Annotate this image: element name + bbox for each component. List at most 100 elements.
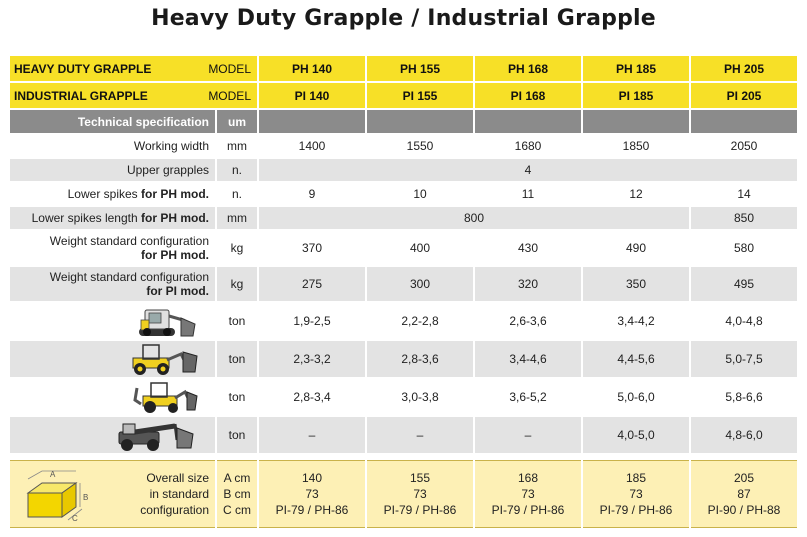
dim-a: 155 (409, 471, 431, 485)
overall-values: 140 73 PI-79 / PH-86 (259, 460, 365, 528)
cell-value: 2,8-3,6 (367, 341, 473, 377)
model-cell: PI 185 (583, 83, 689, 108)
overall-size-table: A B C Overall size in standard configura… (8, 460, 799, 528)
row-um: ton (217, 417, 257, 453)
model-cell: PH 155 (367, 56, 473, 81)
dim-c: PI-79 / PH-86 (383, 503, 457, 517)
box-label-c: C (72, 514, 78, 523)
cell-value: 1,9-2,5 (259, 303, 365, 339)
row-label: Weight standard configuration for PH mod. (10, 231, 215, 265)
telehandler-icon (118, 423, 194, 451)
cell-value: 9 (259, 183, 365, 205)
cell-value: 3,4-4,6 (475, 341, 581, 377)
row-label-bold: for PH mod. (141, 248, 209, 262)
um-line: B cm (223, 487, 251, 501)
cell-value: 4,8-6,0 (691, 417, 797, 453)
cell-value: 300 (367, 267, 473, 301)
row-um: mm (217, 207, 257, 229)
cell-value: 275 (259, 267, 365, 301)
row-label-text: Weight standard configuration (49, 234, 209, 248)
dim-b: 87 (737, 487, 751, 501)
cell-value: 580 (691, 231, 797, 265)
overall-size-label: A B C Overall size in standard configura… (10, 460, 215, 528)
dim-a: 168 (517, 471, 539, 485)
um-line: C cm (223, 503, 251, 517)
row-um: kg (217, 231, 257, 265)
cell-value: 4 (259, 159, 797, 181)
dim-b: 73 (305, 487, 319, 501)
cell-value: 4,4-5,6 (583, 341, 689, 377)
cell-value: 850 (691, 207, 797, 229)
cell-value: 800 (259, 207, 689, 229)
model-cell: PI 168 (475, 83, 581, 108)
cell-value: 5,0-6,0 (583, 379, 689, 415)
row-vehicle-skid-steer: ton 1,9-2,5 2,2-2,8 2,6-3,6 3,4-4,2 4,0-… (10, 303, 797, 339)
dim-c: PI-79 / PH-86 (491, 503, 565, 517)
cell-value: 490 (583, 231, 689, 265)
row-vehicle-backhoe: ton 2,8-3,4 3,0-3,8 3,6-5,2 5,0-6,0 5,8-… (10, 379, 797, 415)
cell-value: 3,6-5,2 (475, 379, 581, 415)
overall-values: 205 87 PI-90 / PH-88 (691, 460, 797, 528)
box-label-a: A (50, 470, 56, 479)
cell-value: 2,8-3,4 (259, 379, 365, 415)
overall-size-row: A B C Overall size in standard configura… (10, 460, 797, 528)
row-label: Lower spikes for PH mod. (10, 183, 215, 205)
row-um: ton (217, 379, 257, 415)
model-label: MODEL (208, 61, 251, 76)
cell-value: 495 (691, 267, 797, 301)
cell-value: 2,6-3,6 (475, 303, 581, 339)
row-label: Lower spikes length for PH mod. (10, 207, 215, 229)
box-label-b: B (83, 493, 88, 502)
cell-value: 350 (583, 267, 689, 301)
cell-value: 14 (691, 183, 797, 205)
model-cell: PH 168 (475, 56, 581, 81)
cell-value: – (259, 417, 365, 453)
model-cell: PH 140 (259, 56, 365, 81)
cell-value: 1680 (475, 135, 581, 157)
row-label: Working width (10, 135, 215, 157)
row-upper-grapples: Upper grapples n. 4 (10, 159, 797, 181)
dim-b: 73 (629, 487, 643, 501)
cell-value: 1550 (367, 135, 473, 157)
row-label-text: Lower spikes (67, 187, 141, 201)
page-title: Heavy Duty Grapple / Industrial Grapple (151, 6, 656, 31)
header-label: INDUSTRIAL GRAPPLE MODEL (10, 83, 257, 108)
header-label: HEAVY DUTY GRAPPLE MODEL (10, 56, 257, 81)
row-um: kg (217, 267, 257, 301)
spec-header-label: Technical specification (10, 110, 215, 133)
row-um: ton (217, 303, 257, 339)
dim-a: 140 (301, 471, 323, 485)
row-weight-pi: Weight standard configuration for PI mod.… (10, 267, 797, 301)
cell-value: 12 (583, 183, 689, 205)
header-row-heavy-duty: HEAVY DUTY GRAPPLE MODEL PH 140 PH 155 PH… (10, 56, 797, 81)
wheel-loader-icon (132, 344, 198, 375)
grapple-name: INDUSTRIAL GRAPPLE (14, 88, 148, 103)
cell-value: 4,0-4,8 (691, 303, 797, 339)
cell-value: 4,0-5,0 (583, 417, 689, 453)
overall-label-line: configuration (140, 503, 209, 517)
cell-value: 10 (367, 183, 473, 205)
model-cell: PI 205 (691, 83, 797, 108)
dim-a: 185 (625, 471, 647, 485)
row-working-width: Working width mm 1400 1550 1680 1850 205… (10, 135, 797, 157)
row-lower-spikes: Lower spikes for PH mod. n. 9 10 11 12 1… (10, 183, 797, 205)
row-label: Upper grapples (10, 159, 215, 181)
spec-header-row: Technical specification um (10, 110, 797, 133)
cell-value: 5,8-6,6 (691, 379, 797, 415)
overall-label-line: Overall size (146, 471, 209, 485)
row-label: Weight standard configuration for PI mod. (10, 267, 215, 301)
header-row-industrial: INDUSTRIAL GRAPPLE MODEL PI 140 PI 155 PI… (10, 83, 797, 108)
cell-value: 400 (367, 231, 473, 265)
dim-c: PI-79 / PH-86 (599, 503, 673, 517)
row-vehicle-wheel-loader: ton 2,3-3,2 2,8-3,6 3,4-4,6 4,4-5,6 5,0-… (10, 341, 797, 377)
row-label-text: Lower spikes length (31, 211, 141, 225)
row-lower-spikes-length: Lower spikes length for PH mod. mm 800 8… (10, 207, 797, 229)
dim-a: 205 (733, 471, 755, 485)
cell-value: 2,3-3,2 (259, 341, 365, 377)
cell-value: 2050 (691, 135, 797, 157)
row-label-bold: for PI mod. (146, 284, 209, 298)
box-dimensions-icon: A B C (26, 470, 88, 523)
overall-values: 185 73 PI-79 / PH-86 (583, 460, 689, 528)
model-cell: PH 185 (583, 56, 689, 81)
dim-c: PI-79 / PH-86 (275, 503, 349, 517)
